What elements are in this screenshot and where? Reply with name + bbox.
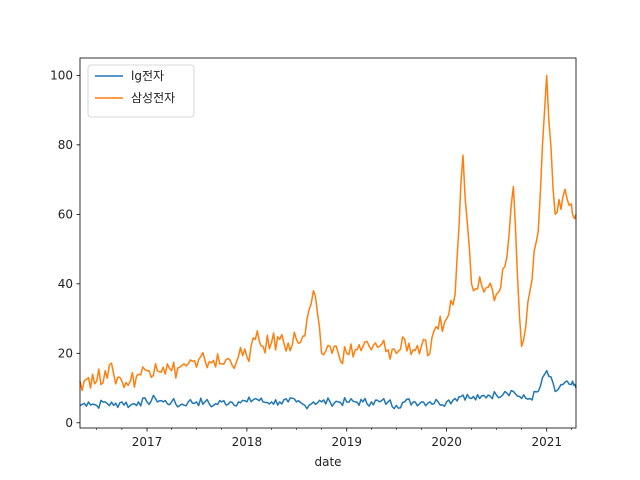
x-tick-label: 2021 bbox=[531, 435, 562, 449]
series-layer bbox=[79, 74, 577, 410]
x-tick-label: 2017 bbox=[132, 435, 163, 449]
y-tick-label: 100 bbox=[50, 68, 73, 82]
y-tick-label: 20 bbox=[58, 346, 73, 360]
axes-frame bbox=[79, 57, 577, 429]
y-tick-label: 60 bbox=[58, 207, 73, 221]
plot-area bbox=[79, 57, 577, 429]
y-tick-label: 40 bbox=[58, 277, 73, 291]
y-tick-label: 0 bbox=[65, 416, 73, 430]
legend-label: lg전자 bbox=[131, 69, 164, 83]
x-tick-label: 2020 bbox=[431, 435, 462, 449]
x-axis: 2017 2018 2019 2020 2021 bbox=[96, 428, 572, 449]
y-axis: 0 20 40 60 80 100 bbox=[50, 68, 80, 430]
series-line-1 bbox=[79, 369, 577, 410]
legend-label: 삼성전자 bbox=[131, 91, 175, 105]
x-tick-label: 2018 bbox=[232, 435, 263, 449]
x-axis-label: date bbox=[314, 455, 341, 469]
series-line-2 bbox=[79, 74, 577, 392]
x-tick-label: 2019 bbox=[331, 435, 362, 449]
legend-box bbox=[87, 64, 195, 118]
y-tick-label: 80 bbox=[58, 138, 73, 152]
